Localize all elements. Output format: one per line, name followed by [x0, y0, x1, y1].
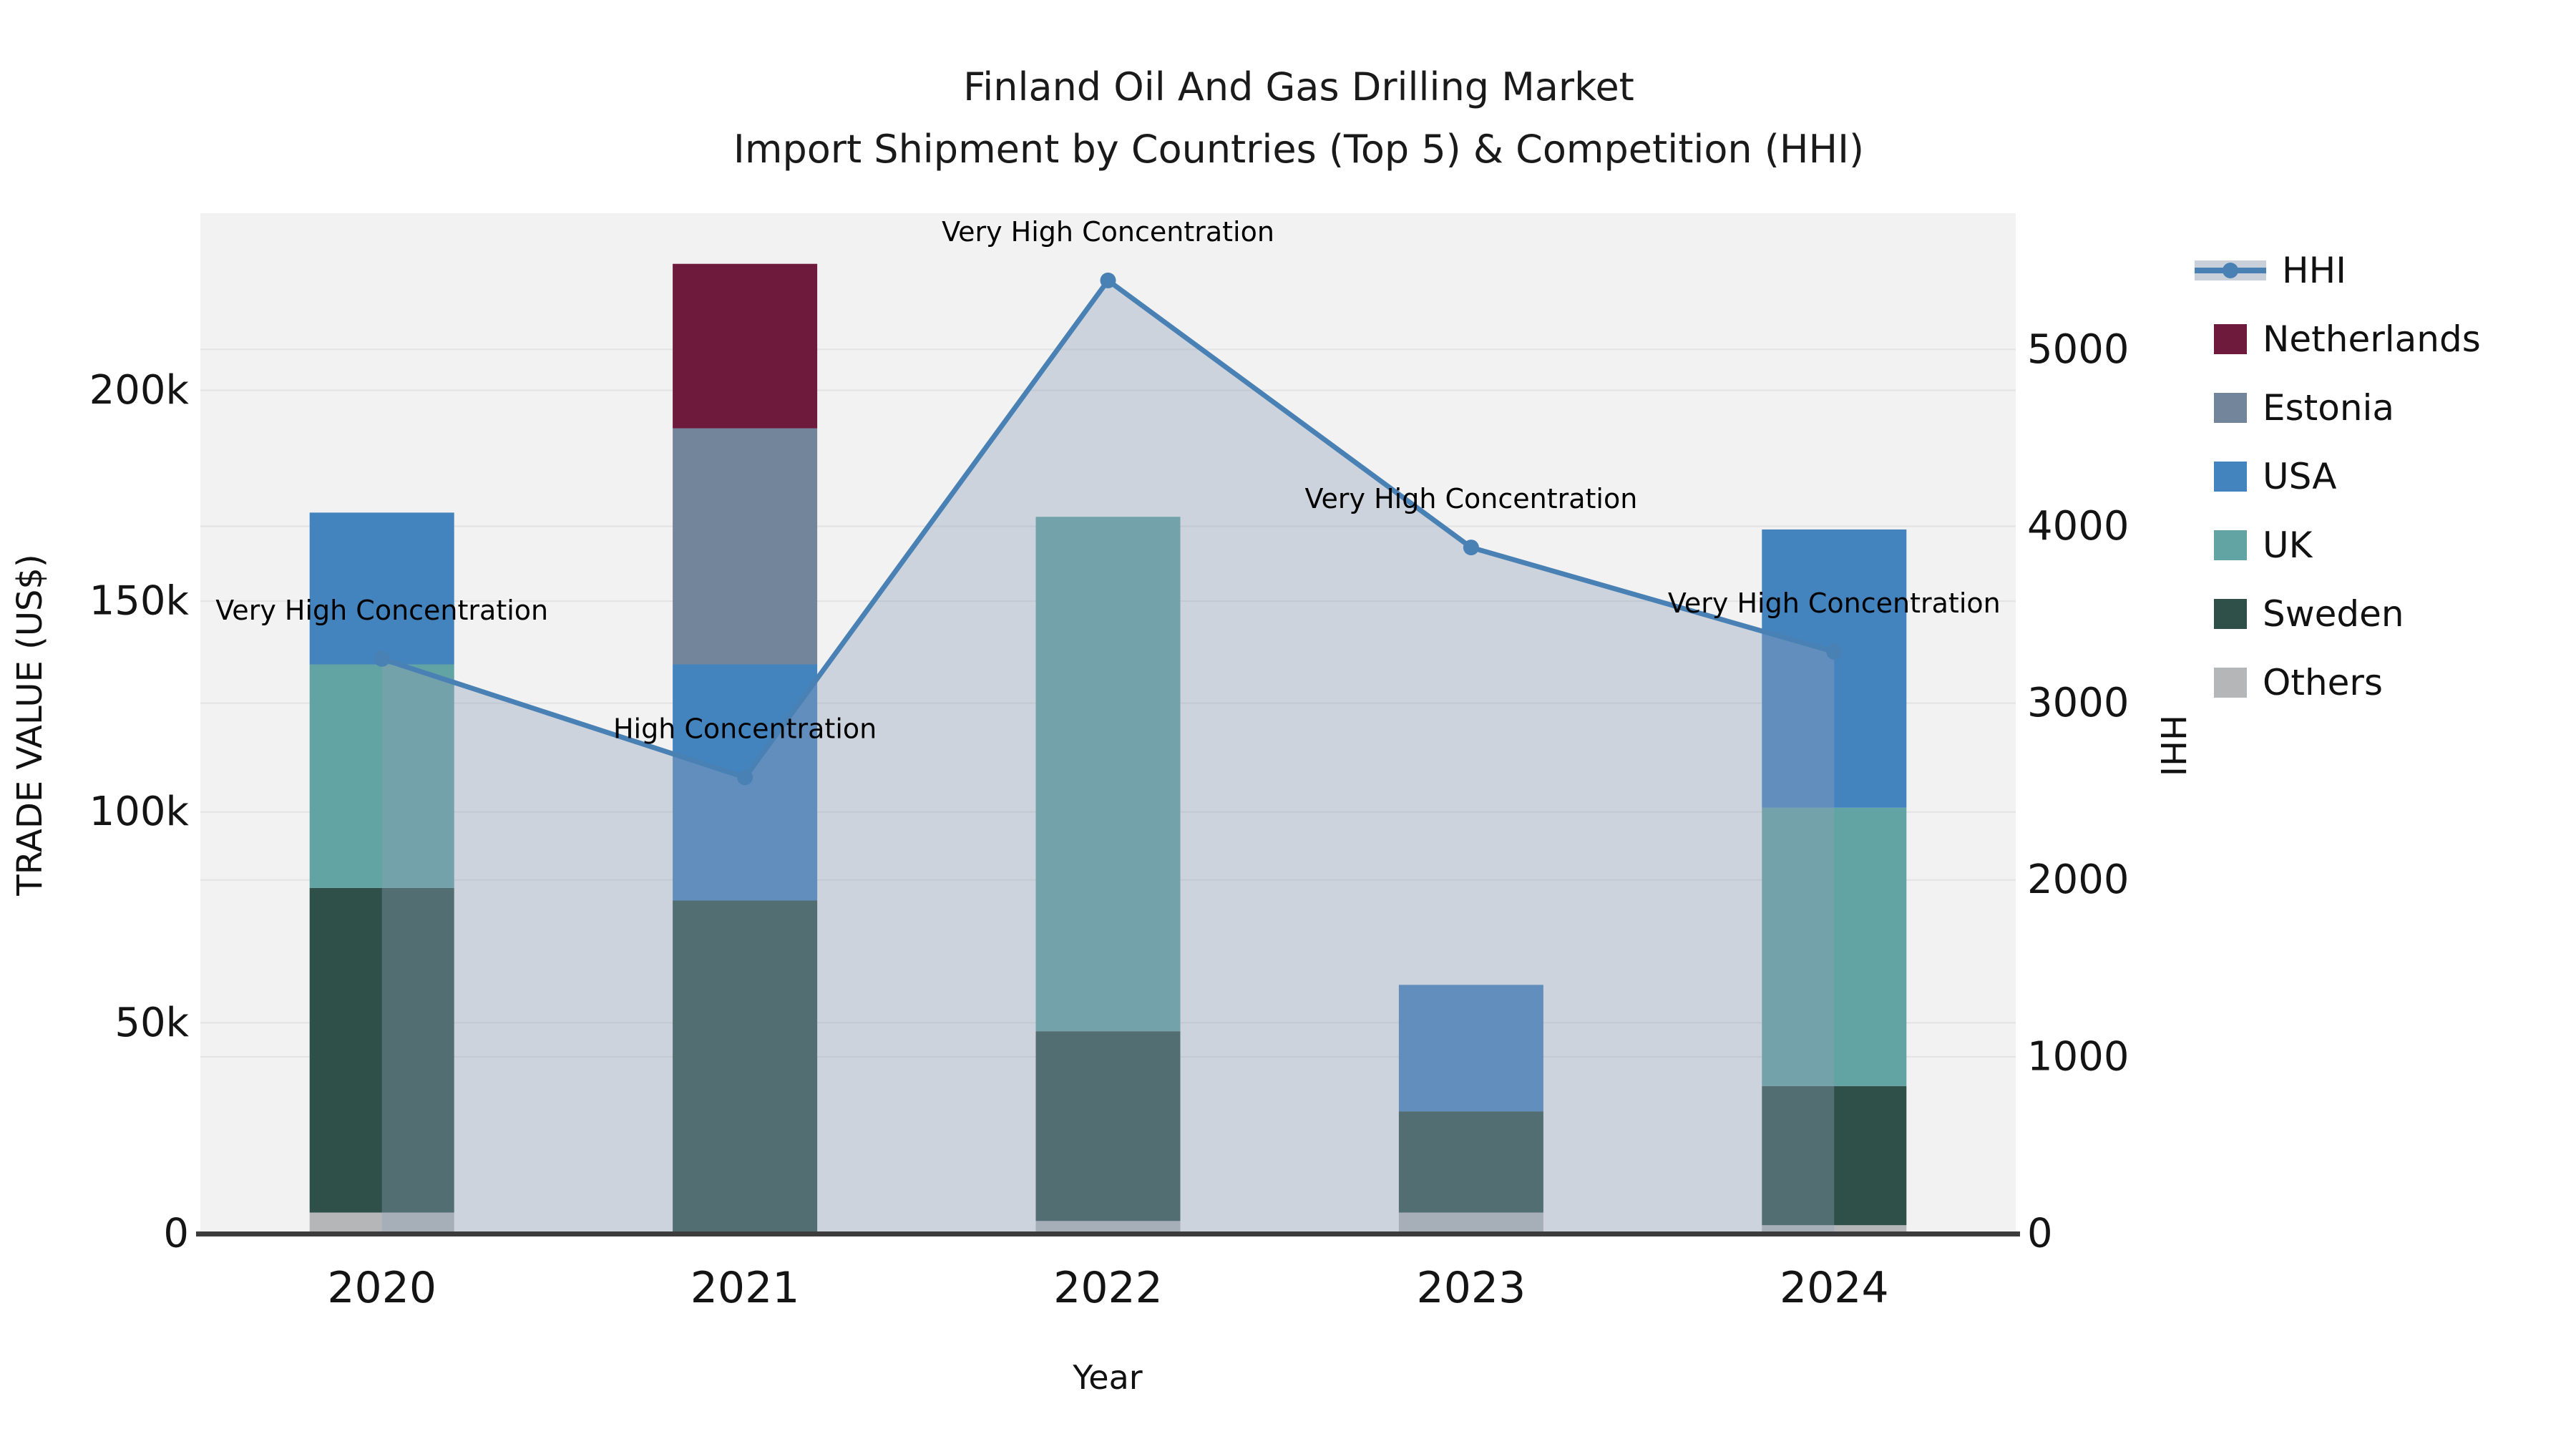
y-left-tick-label: 0: [163, 1211, 189, 1257]
hhi-area: [381, 280, 1835, 1234]
hhi-marker-2020[interactable]: [374, 650, 390, 667]
hhi-marker-2022[interactable]: [1100, 272, 1116, 288]
hhi-marker-2021[interactable]: [737, 769, 753, 786]
x-tick-label-2024: 2024: [1780, 1263, 1889, 1313]
bar-segment-usa-2024[interactable]: [1762, 529, 1907, 808]
legend-label-estonia: Estonia: [2263, 387, 2395, 429]
legend-label-hhi: HHI: [2282, 250, 2346, 291]
chart-title-line1: Finland Oil And Gas Drilling Market: [963, 64, 1634, 109]
y-right-tick-label: 2000: [2027, 857, 2129, 903]
bar-segment-usa-2023[interactable]: [1398, 985, 1543, 1112]
legend-hhi-line-icon: [2195, 255, 2266, 286]
legend-label-others: Others: [2263, 662, 2384, 703]
legend-swatch-estonia: [2214, 393, 2247, 423]
chart-title-line2: Import Shipment by Countries (Top 5) & C…: [733, 127, 1865, 172]
legend-label-sweden: Sweden: [2263, 593, 2404, 635]
bar-segment-netherlands-2021[interactable]: [673, 263, 818, 429]
y-right-tick-label: 0: [2027, 1211, 2053, 1257]
bar-segment-sweden-2022[interactable]: [1035, 1031, 1181, 1221]
legend-item-hhi[interactable]: HHI: [2195, 236, 2481, 305]
legend-item-sweden[interactable]: Sweden: [2214, 580, 2481, 648]
bar-segment-sweden-2023[interactable]: [1398, 1111, 1543, 1213]
y-right-tick-label: 1000: [2027, 1033, 2129, 1080]
bar-segment-sweden-2021[interactable]: [673, 900, 818, 1234]
legend-item-uk[interactable]: UK: [2214, 511, 2481, 580]
legend-swatch-others: [2214, 668, 2247, 698]
hhi-marker-2024[interactable]: [1826, 643, 1843, 660]
y-right-tick-label: 5000: [2027, 326, 2129, 373]
bar-segment-sweden-2020[interactable]: [309, 887, 454, 1213]
bar-segment-others-2022[interactable]: [1035, 1221, 1181, 1234]
legend: HHI Netherlands Estonia USA UK Sweden Others: [2195, 236, 2481, 717]
legend-item-estonia[interactable]: Estonia: [2214, 374, 2481, 442]
bar-segment-uk-2022[interactable]: [1035, 517, 1181, 1032]
bar-segment-others-2024[interactable]: [1762, 1225, 1907, 1234]
bar-segment-uk-2020[interactable]: [309, 664, 454, 888]
bar-segment-estonia-2021[interactable]: [673, 428, 818, 665]
x-tick-label-2022: 2022: [1053, 1263, 1163, 1313]
x-axis-line: [196, 1231, 2020, 1236]
bar-segment-sweden-2024[interactable]: [1762, 1085, 1907, 1226]
y-left-tick-label: 200k: [89, 367, 190, 414]
legend-swatch-sweden: [2214, 599, 2247, 629]
chart-title: Finland Oil And Gas Drilling Market Impo…: [733, 56, 1864, 180]
legend-item-netherlands[interactable]: Netherlands: [2214, 305, 2481, 374]
annotation-2023: Very High Concentration: [1304, 483, 1637, 514]
y-right-tick-label: 4000: [2027, 503, 2129, 550]
y-right-axis-title: HHI: [2152, 714, 2192, 777]
legend-label-netherlands: Netherlands: [2263, 318, 2481, 360]
y-left-tick-label: 50k: [114, 1000, 189, 1046]
x-tick-label-2023: 2023: [1417, 1263, 1526, 1313]
legend-label-usa: USA: [2263, 456, 2337, 497]
bar-segment-others-2020[interactable]: [309, 1212, 454, 1234]
x-tick-label-2020: 2020: [327, 1263, 436, 1313]
annotation-2021: High Concentration: [613, 713, 877, 744]
x-tick-label-2021: 2021: [691, 1263, 800, 1313]
legend-swatch-netherlands: [2214, 324, 2247, 354]
y-left-tick-label: 100k: [89, 789, 190, 835]
annotation-2020: Very High Concentration: [215, 595, 548, 626]
legend-item-usa[interactable]: USA: [2214, 442, 2481, 511]
legend-swatch-uk: [2214, 530, 2247, 560]
y-left-axis-title: TRADE VALUE (US$): [10, 554, 50, 896]
legend-label-uk: UK: [2263, 525, 2313, 566]
y-left-tick-label: 150k: [89, 578, 190, 625]
hhi-marker-2023[interactable]: [1463, 540, 1479, 556]
x-axis-title: Year: [1073, 1358, 1143, 1397]
bar-segment-others-2023[interactable]: [1398, 1212, 1543, 1234]
legend-item-others[interactable]: Others: [2214, 648, 2481, 717]
legend-swatch-usa: [2214, 462, 2247, 492]
bar-segment-uk-2024[interactable]: [1762, 807, 1907, 1086]
bar-segment-usa-2020[interactable]: [309, 512, 454, 665]
y-right-tick-label: 3000: [2027, 680, 2129, 726]
annotation-2024: Very High Concentration: [1668, 587, 2001, 619]
legend-hhi-marker-dot: [2223, 263, 2238, 278]
annotation-2022: Very High Concentration: [942, 216, 1274, 248]
